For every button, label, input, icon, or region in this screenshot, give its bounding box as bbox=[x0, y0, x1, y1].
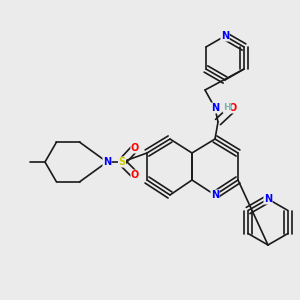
Text: O: O bbox=[229, 103, 237, 113]
Text: S: S bbox=[118, 157, 126, 167]
Text: N: N bbox=[211, 190, 219, 200]
Text: O: O bbox=[131, 170, 139, 180]
Text: N: N bbox=[264, 194, 272, 204]
Text: O: O bbox=[131, 143, 139, 153]
Text: H: H bbox=[223, 103, 231, 112]
Text: N: N bbox=[103, 157, 111, 167]
Text: N: N bbox=[221, 31, 229, 41]
Text: N: N bbox=[211, 103, 219, 113]
